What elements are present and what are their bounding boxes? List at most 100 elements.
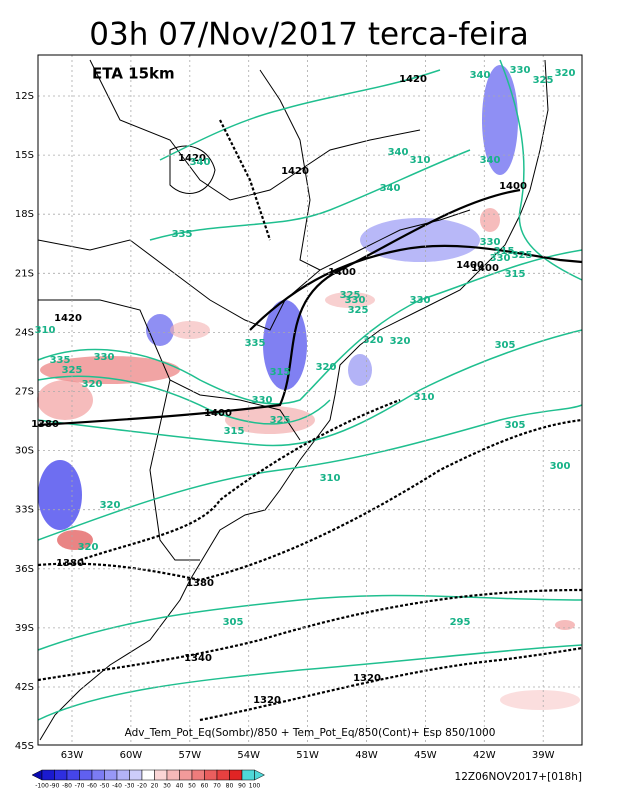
height-label: 1340 [184,653,212,664]
height-label: 1400 [499,181,527,192]
theta-label: 330 [410,295,431,306]
colorbar-label: 70 [213,783,221,790]
colorbar: -100 -90 -80 -70 -60 -50 -40 -30 -20 20 30 40 50 60 70… [31,769,266,790]
colorbar-cell [229,769,243,781]
colorbar-label: -80 [62,783,72,790]
height-label: 1400 [471,263,499,274]
theta-label: 310 [410,155,431,166]
colorbar-cell [191,769,205,781]
lat-label: 21S [15,268,34,279]
height-label: 1380 [31,419,59,430]
theta-label: 320 [78,542,99,553]
lat-label: 39S [15,623,34,634]
theta-label: 325 [348,305,369,316]
lat-label: 27S [15,387,34,398]
height-label: 1400 [456,260,484,271]
lat-label: 15S [15,150,34,161]
height-label: 1420 [281,166,309,177]
theta-label: 340 [480,155,501,166]
theta-label: 325 [533,75,554,86]
colorbar-label: -70 [75,783,85,790]
lat-label: 36S [15,564,34,575]
colorbar-label: -20 [137,783,147,790]
colorbar-label: 20 [151,783,159,790]
colorbar-cell [141,769,155,781]
lon-label: 42W [473,750,496,761]
theta-label: 325 [340,290,361,301]
lon-label: 39W [532,750,555,761]
theta-label: 300 [550,461,571,472]
colorbar-cell [166,769,180,781]
height-contours [37,119,583,722]
theta-label: 330 [480,237,501,248]
theta-label: 325 [62,365,83,376]
colorbar-cell [241,769,255,781]
theta-label: 340 [388,147,409,158]
lat-label: 18S [15,209,34,220]
colorbar-cell [54,769,68,781]
lon-label: 51W [296,750,319,761]
theta-label: 330 [510,65,531,76]
title: 03h 07/Nov/2017 terca-feira [89,17,528,53]
height-label: 1320 [253,695,281,706]
theta-label: 305 [495,340,516,351]
theta-label: 320 [82,379,103,390]
theta-label: 310 [414,392,435,403]
lat-label: 30S [15,446,34,457]
lon-label: 60W [120,750,143,761]
colorbar-label: 40 [176,783,184,790]
colorbar-end [254,769,266,781]
colorbar-label: 100 [249,783,261,790]
colorbar-cell [204,769,218,781]
colorbar-cell [41,769,55,781]
theta-label: 310 [320,473,341,484]
theta-label: 330 [490,253,511,264]
height-label: 1420 [178,153,206,164]
map-frame [37,54,583,746]
colorbar-label: 50 [188,783,196,790]
theta-label: 320 [390,336,411,347]
theta-label: 330 [252,395,273,406]
borders [37,59,549,741]
theta-label: 335 [172,229,193,240]
lat-label: 45S [15,741,34,752]
lat-label: 24S [15,327,34,338]
lat-label: 12S [15,91,34,102]
theta-label: 340 [190,157,211,168]
graticule: 12S 15S 18S 21S 24S 27S 30S 33S 36S 39S 42S 45S 63W 6… [15,55,582,761]
colorbar-cell [79,769,93,781]
colorbar-label: -100 [35,783,49,790]
colorbar-label: 30 [163,783,171,790]
colorbar-cell [129,769,143,781]
theta-label: 335 [50,355,71,366]
lon-label: 45W [414,750,437,761]
theta-label: 325 [512,250,533,261]
colorbar-label: 80 [226,783,234,790]
theta-label: 315 [505,269,526,280]
theta-label: 315 [270,367,291,378]
lon-label: 63W [61,750,84,761]
height-label: 1400 [204,408,232,419]
theta-label: 330 [94,352,115,363]
colorbar-label: -40 [112,783,122,790]
theta-label: 335 [245,338,266,349]
theta-label: 310 [35,325,56,336]
theta-label: 315 [494,246,515,257]
colorbar-cell [116,769,130,781]
colorbar-end [31,769,43,781]
colorbar-cell [179,769,193,781]
lat-label: 33S [15,505,34,516]
theta-label: 325 [270,415,291,426]
height-label: 1400 [328,267,356,278]
colorbar-label: -30 [125,783,135,790]
colorbar-cell [104,769,118,781]
colorbar-cell [216,769,230,781]
colorbar-label: -60 [87,783,97,790]
colorbar-label: -90 [50,783,60,790]
lat-label: 42S [15,682,34,693]
colorbar-label: 60 [201,783,209,790]
height-label: 1420 [399,74,427,85]
colorbar-cell [154,769,168,781]
